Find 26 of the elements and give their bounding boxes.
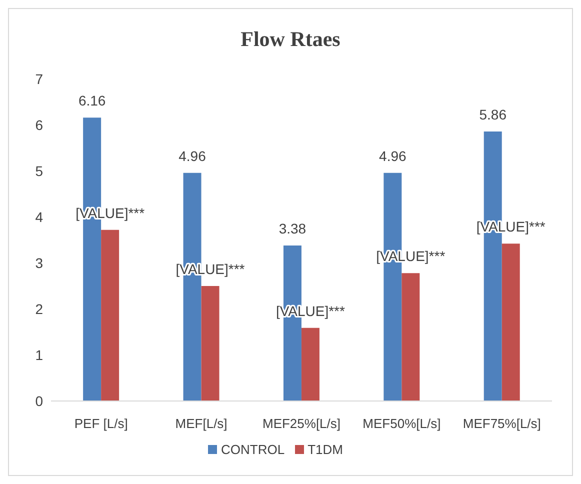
- bar: [101, 230, 120, 401]
- x-tick-label: MEF50%[L/s]: [362, 416, 441, 432]
- y-tick-label: 4: [35, 208, 44, 225]
- y-tick-label: 5: [35, 162, 44, 179]
- legend-label: T1DM: [308, 442, 343, 457]
- y-tick-label: 1: [35, 346, 44, 363]
- y-tick-label: 6: [35, 116, 44, 133]
- data-label: 6.16: [78, 92, 106, 109]
- y-tick-label: 2: [35, 300, 44, 317]
- x-tick-label: MEF25%[L/s]: [262, 416, 341, 432]
- bar: [301, 328, 320, 401]
- y-tick-label: 0: [35, 392, 44, 409]
- data-label: 4.96: [379, 148, 406, 164]
- y-tick-label: 7: [35, 70, 44, 87]
- x-tick-label: MEF75%[L/s]: [462, 416, 541, 432]
- data-label: 3.38: [278, 220, 306, 237]
- data-label: 5.86: [479, 106, 507, 122]
- chart-title: Flow Rtaes: [240, 27, 342, 53]
- y-tick-label: 3: [35, 254, 44, 271]
- x-tick-label: MEF[L/s]: [175, 416, 228, 432]
- bar: [201, 286, 220, 401]
- data-label: 4.96: [178, 148, 206, 164]
- legend-label: CONTROL: [221, 442, 285, 457]
- bar: [502, 244, 520, 401]
- x-tick-label: PEF [L/s]: [74, 416, 128, 432]
- bar: [402, 273, 420, 401]
